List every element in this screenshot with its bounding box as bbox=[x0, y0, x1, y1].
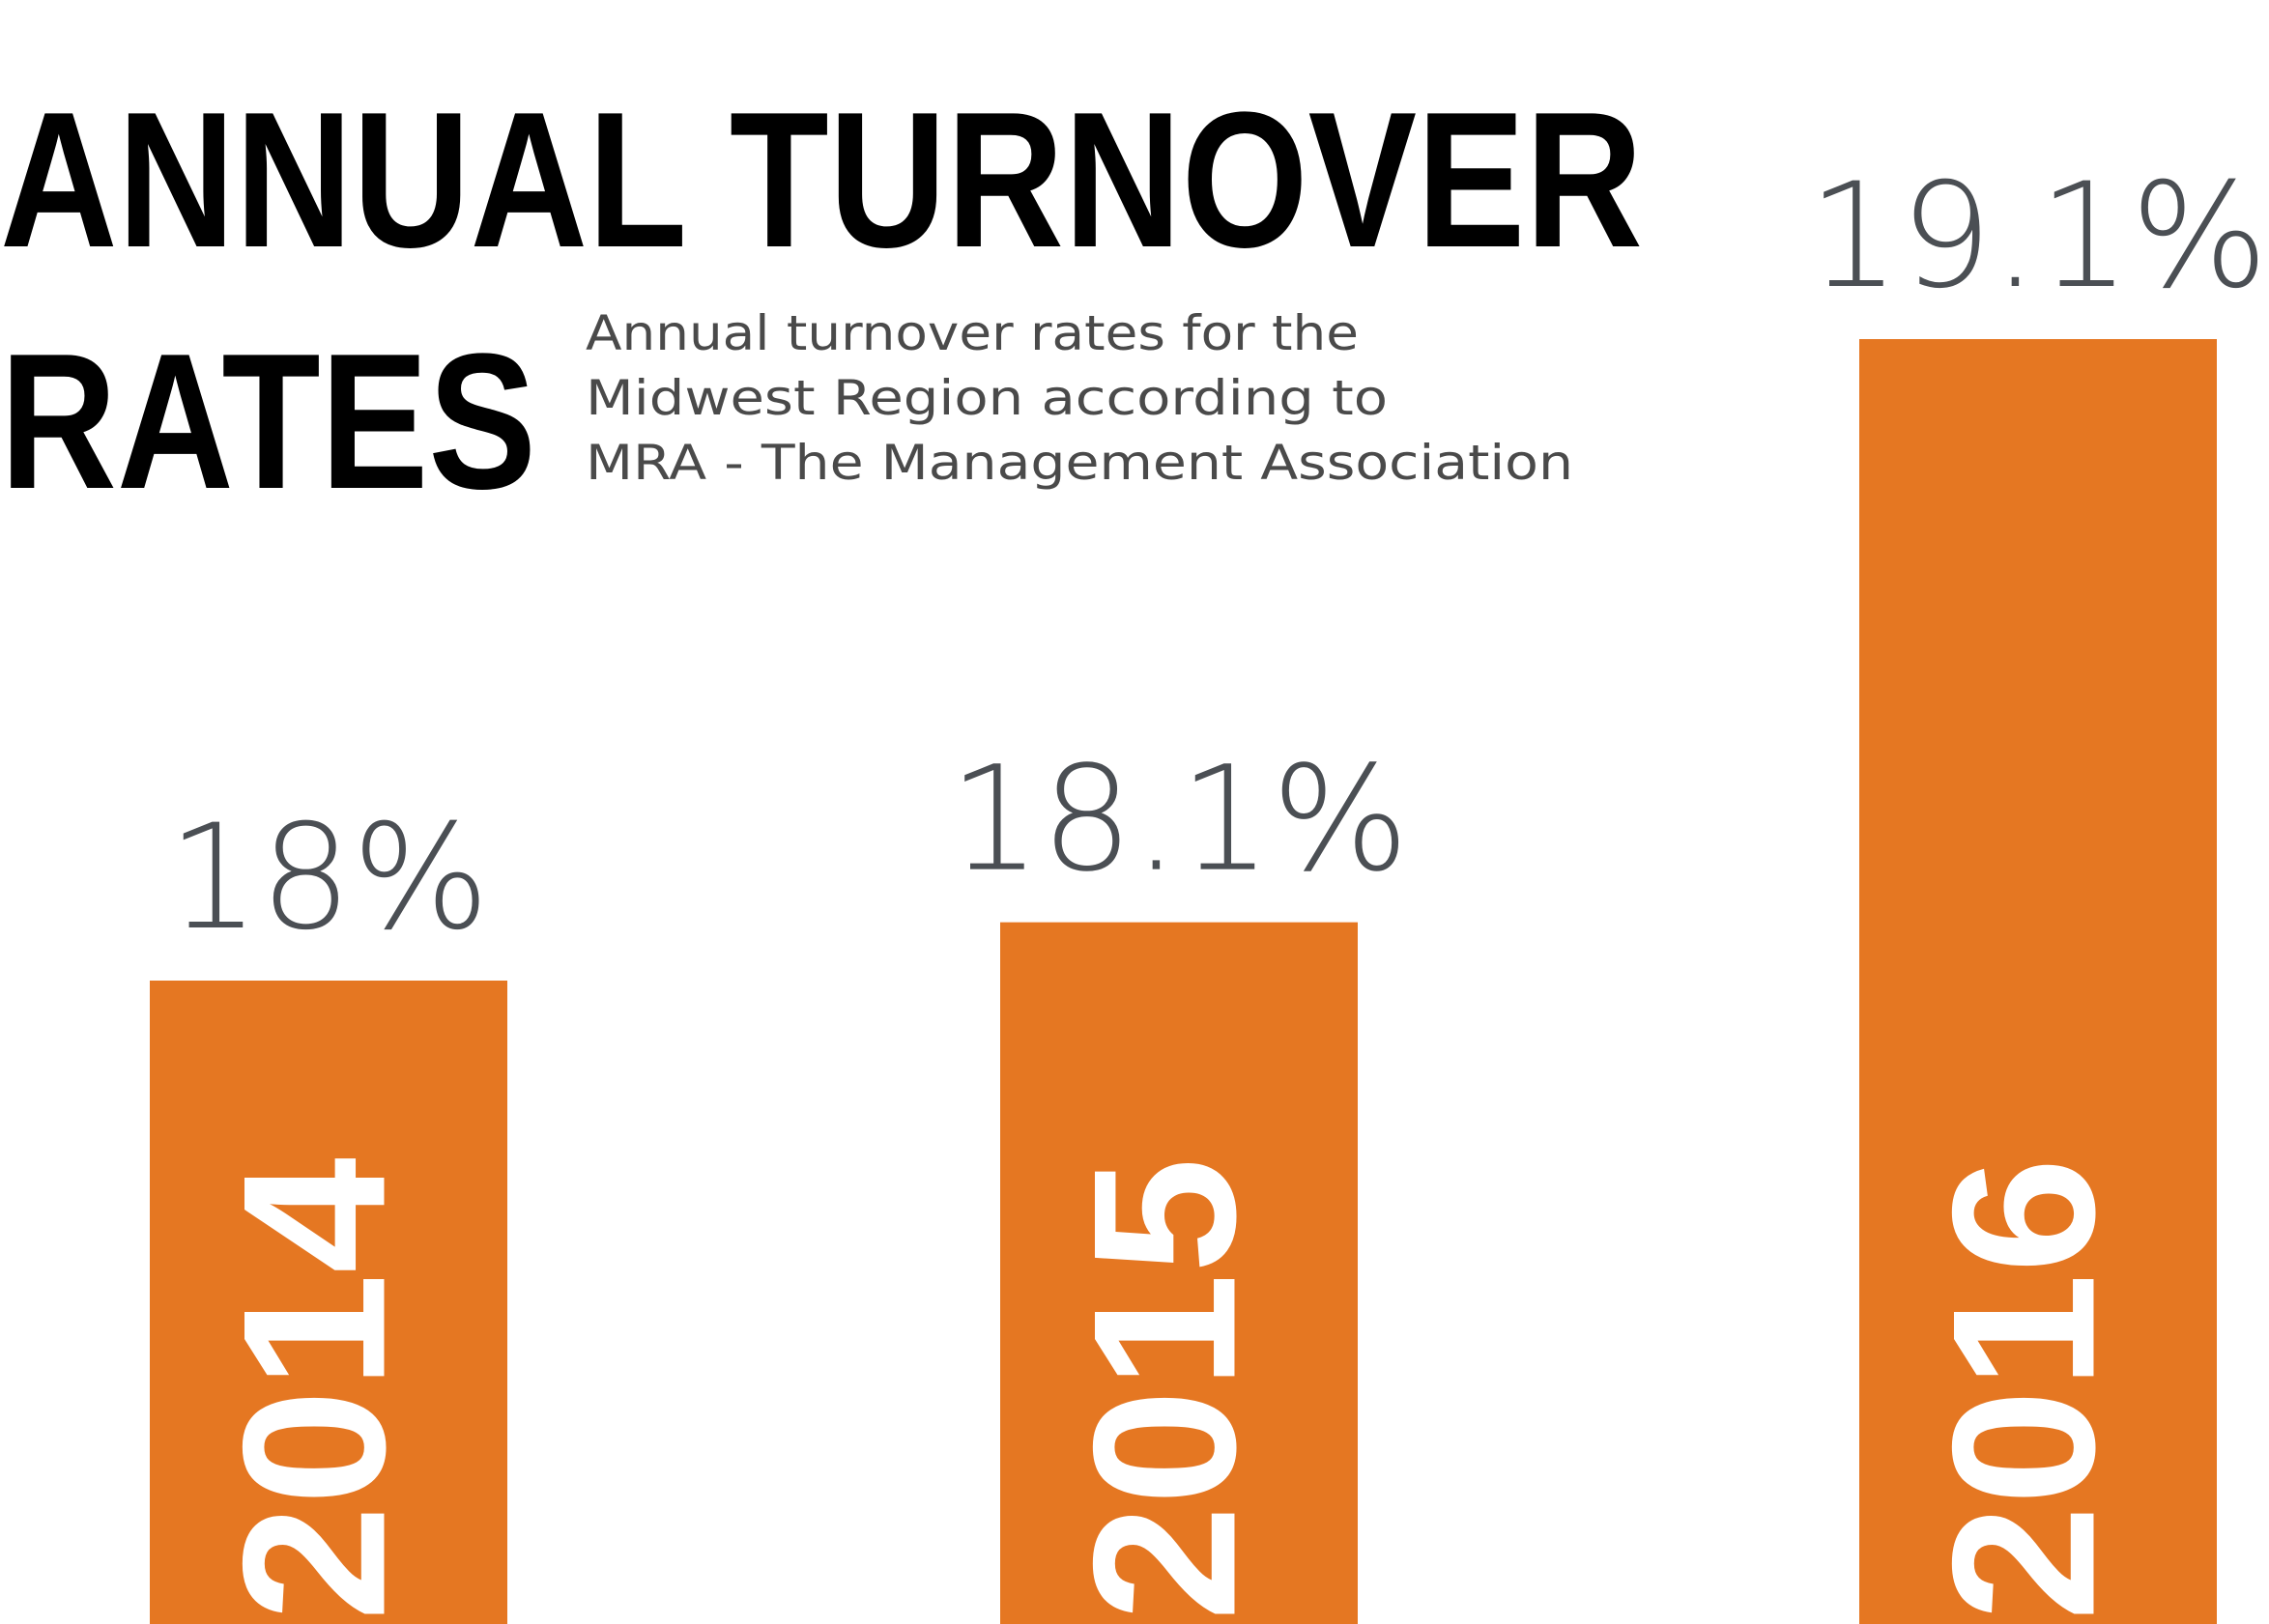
chart-subtitle-line-1: Annual turnover rates for the bbox=[586, 305, 1359, 361]
bar-2015 bbox=[1000, 922, 1358, 1624]
category-label-2015: 2015 bbox=[1050, 1157, 1278, 1621]
bars bbox=[150, 339, 2217, 1624]
category-labels: 2014 2015 2016 bbox=[200, 1157, 2137, 1621]
chart-title: ANNUAL TURNOVER RATES bbox=[0, 72, 1643, 529]
category-label-2016: 2016 bbox=[1910, 1157, 2137, 1621]
bar-2016 bbox=[1859, 339, 2217, 1624]
value-label-2014: 18% bbox=[167, 794, 489, 962]
chart-subtitle-line-2: Midwest Region according to bbox=[586, 370, 1388, 426]
chart-title-line-1: ANNUAL TURNOVER bbox=[0, 72, 1643, 288]
bar-2014 bbox=[150, 981, 507, 1624]
value-label-2015: 18.1% bbox=[949, 736, 1410, 904]
chart-subtitle-line-3: MRA - The Management Association bbox=[586, 435, 1573, 491]
value-label-2016: 19.1% bbox=[1808, 153, 2269, 321]
chart-subtitle: Annual turnover rates for the Midwest Re… bbox=[586, 305, 1573, 491]
value-labels: 18% 18.1% 19.1% bbox=[167, 153, 2268, 962]
chart-title-line-2: RATES bbox=[0, 314, 536, 529]
category-label-2014: 2014 bbox=[200, 1157, 427, 1621]
